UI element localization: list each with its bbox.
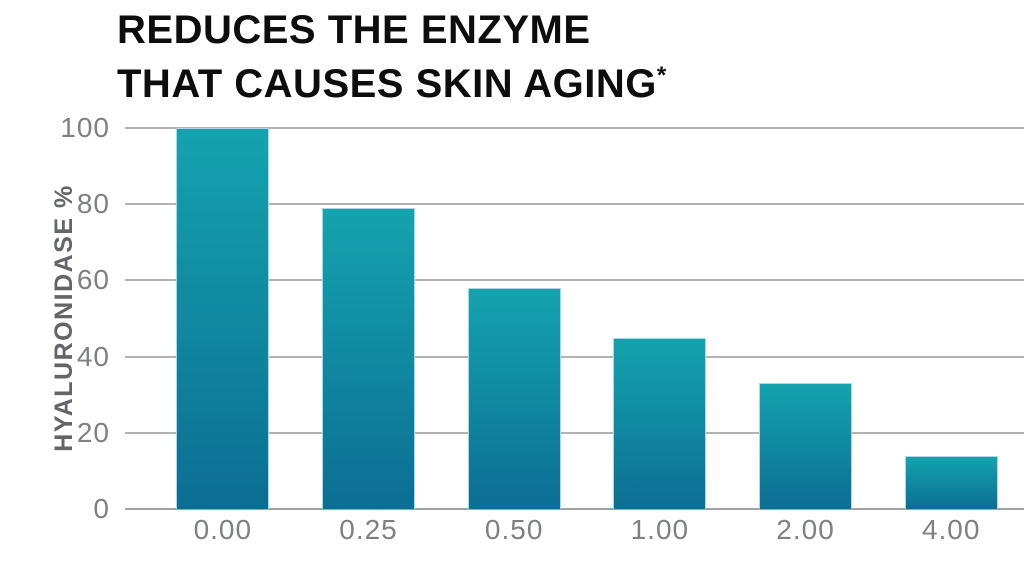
chart-title-line-2: THAT CAUSES SKIN AGING*: [117, 62, 667, 106]
x-tick-label-4.00: 4.00: [921, 514, 981, 545]
y-tick-label-20: 20: [76, 416, 110, 448]
bar-4.00: [904, 455, 998, 509]
x-tick-label-0.00: 0.00: [193, 514, 253, 545]
bar-0.50: [467, 288, 561, 509]
y-tick-label-80: 80: [76, 188, 110, 220]
x-tick-label-0.50: 0.50: [484, 514, 544, 545]
x-tick-label-1.00: 1.00: [630, 514, 690, 545]
y-tick-label-60: 60: [76, 264, 110, 296]
y-tick-label-0: 0: [93, 493, 110, 524]
gridline-40: [125, 355, 1024, 358]
bar-1.00: [613, 337, 707, 509]
y-tick-label-100: 100: [60, 112, 110, 143]
gridline-20: [125, 431, 1024, 434]
footnote-asterisk: *: [656, 62, 667, 89]
gridline-100: [125, 127, 1024, 129]
bar-0.25: [322, 208, 415, 509]
x-tick-label-0.25: 0.25: [339, 514, 398, 545]
plot-area: [125, 127, 1024, 510]
bar-slot-1.00: [587, 128, 733, 509]
bar-slot-0.00: [150, 128, 296, 509]
bar-0.00: [176, 128, 270, 509]
bar-slot-4.00: [878, 128, 1024, 509]
chart-title-line-1: REDUCES THE ENZYME: [117, 8, 591, 52]
x-axis-baseline: [125, 508, 1024, 510]
y-tick-label-40: 40: [76, 340, 110, 372]
chart-title: REDUCES THE ENZYME THAT CAUSES SKIN AGIN…: [117, 8, 666, 107]
bar-slot-0.50: [441, 128, 587, 509]
bar-slot-2.00: [733, 128, 879, 509]
bar-series: [150, 128, 1024, 509]
gridline-80: [125, 203, 1024, 206]
bar-2.00: [759, 383, 853, 509]
x-axis-tick-labels: 0.00 0.25 0.50 1.00 2.00 4.00: [150, 514, 1024, 546]
x-tick-label-2.00: 2.00: [776, 514, 835, 545]
bar-slot-0.25: [296, 128, 442, 509]
gridline-60: [125, 279, 1024, 282]
